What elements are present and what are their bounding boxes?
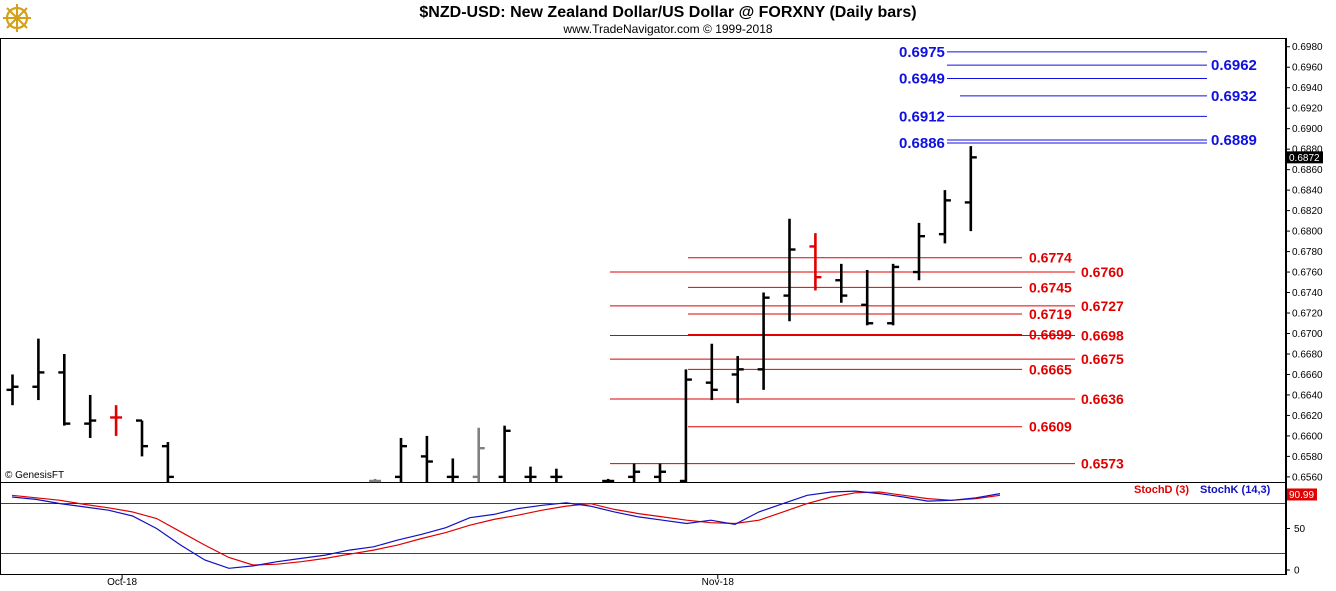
- price-tick-label: 0.6680: [1292, 349, 1323, 360]
- price-axis: 0.69800.69600.69400.69200.69000.68800.68…: [1286, 42, 1323, 483]
- stochd-line: [11, 491, 1001, 566]
- x-axis: Oct-18 Nov-18: [107, 575, 734, 588]
- level-label: 0.6745: [1029, 279, 1072, 295]
- level-label: 0.6889: [1211, 132, 1257, 149]
- ohlc-bar: [654, 463, 666, 482]
- level-label: 0.6609: [1029, 419, 1072, 435]
- last-price-badge: [1287, 151, 1323, 164]
- price-tick-label: 0.6980: [1292, 42, 1323, 53]
- level-label: 0.6760: [1081, 264, 1124, 280]
- ohlc-bar: [679, 369, 692, 483]
- ohlc-bar: [809, 233, 822, 291]
- price-tick-label: 0.6740: [1292, 288, 1323, 299]
- price-tick-label: 0.6580: [1292, 452, 1323, 463]
- price-levels: 0.6975 0.6962 0.6949 0.6932 0.6912 0.6889 0.68…: [610, 44, 1257, 472]
- ohlc-bar: [420, 435, 433, 482]
- price-tick-label: 0.6760: [1292, 268, 1323, 279]
- price-tick-label: 0.6880: [1292, 145, 1323, 156]
- ohlc-bar: [395, 437, 407, 482]
- legend-stochk: StochK (14,3): [1200, 484, 1271, 496]
- price-tick-label: 0.6960: [1292, 63, 1323, 74]
- stoch-value-label: 90.99: [1289, 490, 1314, 501]
- ohlc-bar: [58, 353, 71, 426]
- price-tick-label: 0.6940: [1292, 83, 1323, 94]
- ohlc-bar: [731, 356, 744, 404]
- legend-stochd: StochD (3): [1134, 484, 1189, 496]
- ohlc-bar: [887, 263, 900, 326]
- level-label: 0.6774: [1029, 250, 1072, 266]
- stochk-line: [11, 490, 1001, 569]
- level-label: 0.6699: [1029, 327, 1072, 343]
- price-tick-label: 0.6860: [1292, 165, 1323, 176]
- price-tick-label: 0.6900: [1292, 124, 1323, 135]
- price-tick-label: 0.6840: [1292, 186, 1323, 197]
- price-tick-label: 0.6920: [1292, 104, 1323, 115]
- price-tick-label: 0.6720: [1292, 309, 1323, 320]
- price-tick-label: 0.6660: [1292, 370, 1323, 381]
- stochastic-panel: 50 0 90.99: [1, 488, 1317, 577]
- stoch-tick-label: 50: [1294, 524, 1306, 535]
- price-tick-label: 0.6600: [1292, 431, 1323, 442]
- watermark: © GenesisFT: [5, 470, 64, 481]
- level-label: 0.6727: [1081, 298, 1124, 314]
- level-label: 0.6665: [1029, 361, 1072, 377]
- ohlc-bar: [628, 463, 641, 482]
- stoch-value-badge: [1287, 488, 1317, 501]
- ohlc-bar: [84, 394, 97, 438]
- ohlc-bar: [964, 146, 977, 232]
- ohlc-bar: [6, 374, 19, 406]
- ohlc-bar: [32, 338, 45, 401]
- ohlc-bar: [705, 343, 718, 401]
- ohlc-bar: [498, 425, 511, 482]
- level-label: 0.6962: [1211, 57, 1257, 74]
- last-price-label: 0.6872: [1289, 153, 1320, 164]
- level-label: 0.6636: [1081, 391, 1124, 407]
- price-tick-label: 0.6800: [1292, 227, 1323, 238]
- price-tick-label: 0.6640: [1292, 390, 1323, 401]
- ohlc-bar: [136, 419, 148, 457]
- ohlc-bar: [602, 478, 615, 483]
- x-tick-label: Nov-18: [702, 577, 735, 588]
- level-label: 0.6573: [1081, 456, 1124, 472]
- ohlc-bar: [913, 222, 925, 281]
- price-tick-label: 0.6560: [1292, 472, 1323, 483]
- price-tick-label: 0.6700: [1292, 329, 1323, 340]
- ship-wheel-icon: [3, 4, 31, 32]
- chart-title: $NZD-USD: New Zealand Dollar/US Dollar @…: [419, 4, 916, 21]
- ohlc-bar: [783, 218, 796, 322]
- ohlc-bar: [472, 427, 485, 482]
- level-label: 0.6675: [1081, 351, 1124, 367]
- level-label: 0.6975: [899, 44, 945, 61]
- level-label: 0.6912: [899, 108, 945, 125]
- level-label: 0.6932: [1211, 88, 1257, 105]
- x-tick-label: Oct-18: [107, 577, 137, 588]
- ohlc-bar: [550, 468, 563, 482]
- level-label: 0.6719: [1029, 306, 1072, 322]
- ohlc-bar: [446, 458, 459, 482]
- ohlc-bar: [757, 292, 770, 390]
- chart-subtitle: www.TradeNavigator.com © 1999-2018: [562, 22, 772, 36]
- ohlc-bar: [524, 466, 537, 482]
- ohlc-bar: [861, 270, 874, 326]
- ohlc-bar: [110, 405, 123, 436]
- ohlc-bar: [835, 263, 848, 303]
- level-label: 0.6698: [1081, 328, 1124, 344]
- stoch-tick-label: 0: [1294, 566, 1300, 577]
- ohlc-bar: [161, 442, 174, 482]
- price-tick-label: 0.6820: [1292, 206, 1323, 217]
- ohlc-bar: [938, 190, 951, 244]
- price-tick-label: 0.6620: [1292, 411, 1323, 422]
- price-panel-frame: [0, 38, 1286, 483]
- logo: [3, 4, 31, 32]
- level-label: 0.6949: [899, 70, 945, 87]
- ohlc-bar: [369, 478, 382, 483]
- price-bars: [6, 146, 977, 483]
- price-tick-label: 0.6780: [1292, 247, 1323, 258]
- level-label: 0.6886: [899, 135, 945, 152]
- stoch-panel-frame: [0, 482, 1286, 575]
